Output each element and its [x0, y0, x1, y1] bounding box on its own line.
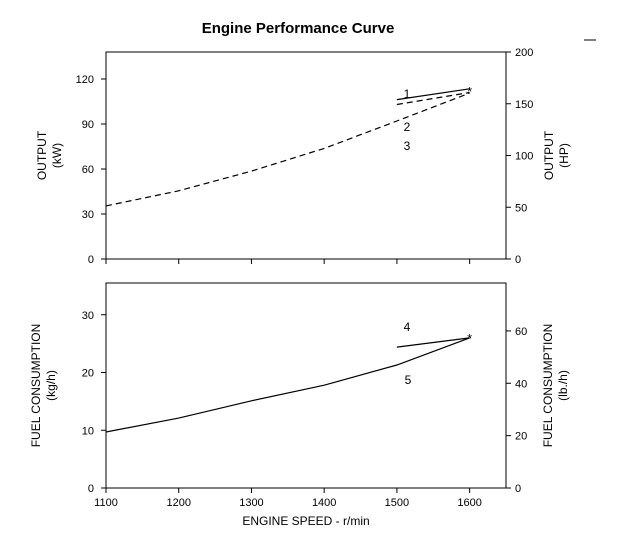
y-tick-label: 10 — [82, 425, 94, 437]
y-right-tick-label: 20 — [515, 431, 527, 443]
series-label-1: 1 — [404, 87, 411, 101]
series-line-1 — [396, 88, 470, 101]
series-line-2 — [396, 91, 470, 106]
x-tick-label: 1400 — [312, 497, 336, 509]
x-tick-label: 1100 — [94, 497, 118, 509]
series-label-5: 5 — [405, 373, 412, 387]
x-tick-label: 1200 — [166, 497, 190, 509]
x-tick-label: 1500 — [385, 497, 409, 509]
y-tick-label: 30 — [82, 310, 94, 322]
plot-frame-0 — [105, 51, 507, 260]
y-right-tick-label: 50 — [515, 202, 527, 214]
y-tick-label: 120 — [76, 74, 94, 86]
y-tick-label: 0 — [88, 483, 94, 495]
y-right-tick-label: 60 — [515, 326, 527, 338]
plot-frame-1 — [105, 282, 507, 489]
y-tick-label: 20 — [82, 368, 94, 380]
x-tick-label: 1300 — [239, 497, 263, 509]
x-tick-label: 1600 — [457, 497, 481, 509]
series-end-marker: * — [467, 331, 472, 346]
y-axis-label: OUTPUT(kW) — [35, 130, 64, 180]
y-right-tick-label: 0 — [515, 254, 521, 266]
x-axis-label: ENGINE SPEED - r/min — [242, 514, 369, 528]
series-label-4: 4 — [404, 320, 411, 334]
series-line-3 — [105, 92, 470, 207]
y-right-tick-label: 200 — [515, 47, 533, 59]
y-tick-label: 60 — [82, 164, 94, 176]
y-right-tick-label: 100 — [515, 151, 533, 163]
y-tick-label: 90 — [82, 119, 94, 131]
series-end-marker: * — [467, 84, 472, 99]
series-line-5 — [105, 337, 470, 433]
chart-title: Engine Performance Curve — [202, 20, 395, 37]
y-tick-label: 0 — [88, 254, 94, 266]
y-right-axis-label: FUEL CONSUMPTION(lb./h) — [541, 324, 570, 448]
y-right-axis-label: OUTPUT(HP) — [542, 130, 571, 180]
y-tick-label: 30 — [82, 209, 94, 221]
y-axis-label: FUEL CONSUMPTION(kg/h) — [29, 324, 58, 448]
series-label-2: 2 — [404, 120, 411, 134]
y-right-tick-label: 40 — [515, 378, 527, 390]
y-right-tick-label: 0 — [515, 483, 521, 495]
y-right-tick-label: 150 — [515, 99, 533, 111]
series-label-3: 3 — [404, 139, 411, 153]
series-line-4 — [396, 337, 470, 348]
